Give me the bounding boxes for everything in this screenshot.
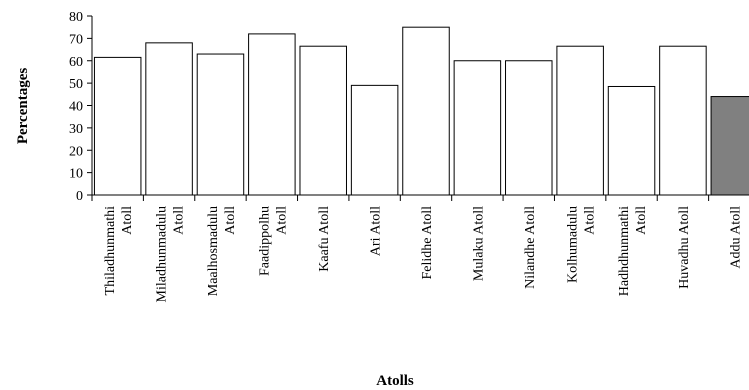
x-tick-label: Atoll [223,206,238,235]
bars [93,26,749,196]
bar [145,42,193,196]
x-tick-label: Atoll [583,206,598,235]
bar [505,60,553,196]
x-axis: Thiladhunmathi Atoll Miladhunmadulu Atoll Ma… [91,194,749,302]
bar [402,26,450,196]
x-tick-label: Kolhumadulu [566,206,581,283]
x-tick-label: Atoll [172,206,187,235]
x-tick-label: Miladhunmadulu [155,206,170,302]
y-tick-label: 30 [69,122,83,137]
x-tick-label: Thiladhunmathi [103,206,118,296]
bar [710,96,749,196]
bar [659,45,707,196]
x-axis-title: Atolls [376,373,414,389]
x-tick-label: Nilandhe Atoll [523,206,538,289]
bar [556,45,604,196]
bar [248,33,296,196]
bar [93,56,142,196]
y-tick-label: 40 [69,100,83,115]
x-tick-label: Atoll [120,206,135,235]
x-tick-label: Hadhdhunmathi [617,206,632,296]
x-tick-label: Addu Atoll [728,206,743,269]
bar [350,84,399,196]
bar [196,53,245,196]
y-axis: 0 10 20 30 40 50 60 70 80 [69,10,93,204]
y-tick-label: 50 [69,77,83,92]
x-tick-label: Atoll [634,206,649,235]
x-tick-label: Atoll [274,206,289,235]
y-tick-label: 10 [69,167,83,182]
x-tick-label: Mulaku Atoll [471,206,486,281]
bar [453,60,502,196]
x-tick-label: Faadippolhu [257,206,272,276]
bar [607,85,656,196]
y-tick-label: 0 [76,189,83,204]
x-tick-label: Felidhe Atoll [420,206,435,280]
x-tick-label: Kaafu Atoll [317,206,332,272]
y-tick-label: 60 [69,55,83,70]
x-tick-label: Huvadhu Atoll [677,206,692,289]
bar [299,45,347,196]
y-tick-label: 70 [69,32,83,47]
x-tick-label: Maalhosmadulu [206,206,221,296]
y-tick-label: 20 [69,144,83,159]
x-tick-label: Ari Atoll [369,206,384,256]
y-tick-label: 80 [69,10,83,25]
y-axis-title: Percentages [15,68,31,145]
